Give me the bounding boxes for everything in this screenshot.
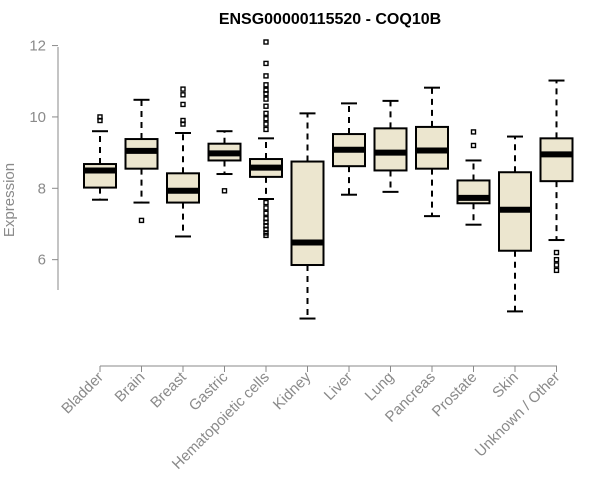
outlier-point bbox=[263, 96, 269, 102]
outlier-point bbox=[263, 103, 269, 109]
outlier-point bbox=[180, 92, 186, 98]
x-tick-label: Lung bbox=[362, 369, 398, 405]
outlier-point bbox=[180, 86, 186, 92]
x-tick-label: Kidney bbox=[270, 368, 315, 413]
outlier-point bbox=[470, 142, 477, 149]
box-group bbox=[249, 39, 283, 239]
outlier-point bbox=[221, 188, 228, 194]
y-tick-label: 8 bbox=[38, 180, 46, 197]
x-tick-label: Liver bbox=[321, 369, 356, 404]
iqr-box bbox=[539, 137, 574, 183]
outlier-point bbox=[263, 126, 269, 133]
box-group bbox=[332, 102, 366, 196]
outlier-point bbox=[263, 87, 269, 93]
outlier-point bbox=[263, 73, 269, 79]
outlier-point bbox=[263, 199, 269, 206]
outlier-point bbox=[470, 129, 477, 135]
chart-title: ENSG00000115520 - COQ10B bbox=[219, 11, 441, 28]
y-tick-label: 12 bbox=[29, 38, 46, 55]
y-axis-label: Expression bbox=[1, 163, 18, 237]
outlier-point bbox=[180, 117, 186, 124]
outlier-point bbox=[553, 262, 560, 268]
outlier-point bbox=[263, 116, 269, 122]
outlier-point bbox=[553, 249, 560, 256]
box-group bbox=[539, 79, 574, 274]
box-group bbox=[290, 112, 325, 320]
outlier-point bbox=[263, 205, 269, 211]
x-tick-label: Prostate bbox=[429, 369, 481, 421]
outlier-point bbox=[263, 232, 269, 239]
x-tick-label: Brain bbox=[112, 369, 149, 406]
y-tick-label: 6 bbox=[38, 252, 46, 269]
box-group bbox=[415, 86, 449, 218]
outlier-point bbox=[97, 114, 103, 120]
outlier-point bbox=[553, 267, 560, 274]
box-group bbox=[124, 98, 159, 224]
outlier-point bbox=[180, 101, 186, 108]
iqr-box bbox=[373, 127, 408, 172]
outlier-point bbox=[263, 210, 269, 216]
boxes bbox=[83, 39, 574, 320]
outlier-point bbox=[138, 217, 145, 224]
box-group bbox=[498, 135, 532, 313]
box-group bbox=[373, 99, 408, 193]
outlier-point bbox=[263, 39, 269, 45]
y-tick-label: 10 bbox=[29, 109, 46, 126]
outlier-point bbox=[263, 110, 269, 117]
outlier-point bbox=[263, 60, 269, 67]
x-tick-label: Breast bbox=[147, 368, 190, 411]
outlier-point bbox=[263, 121, 269, 127]
iqr-box bbox=[124, 138, 159, 170]
iqr-box bbox=[290, 160, 325, 267]
y-ticks: 6 8 10 12 bbox=[29, 38, 58, 269]
outlier-point bbox=[553, 256, 560, 263]
box-group bbox=[83, 114, 117, 201]
x-tick-label: Bladder bbox=[58, 369, 107, 418]
box-group bbox=[456, 129, 491, 226]
outlier-point bbox=[263, 82, 269, 88]
box-group bbox=[207, 130, 242, 194]
box-group bbox=[166, 86, 200, 238]
x-tick-label: Skin bbox=[489, 369, 522, 402]
